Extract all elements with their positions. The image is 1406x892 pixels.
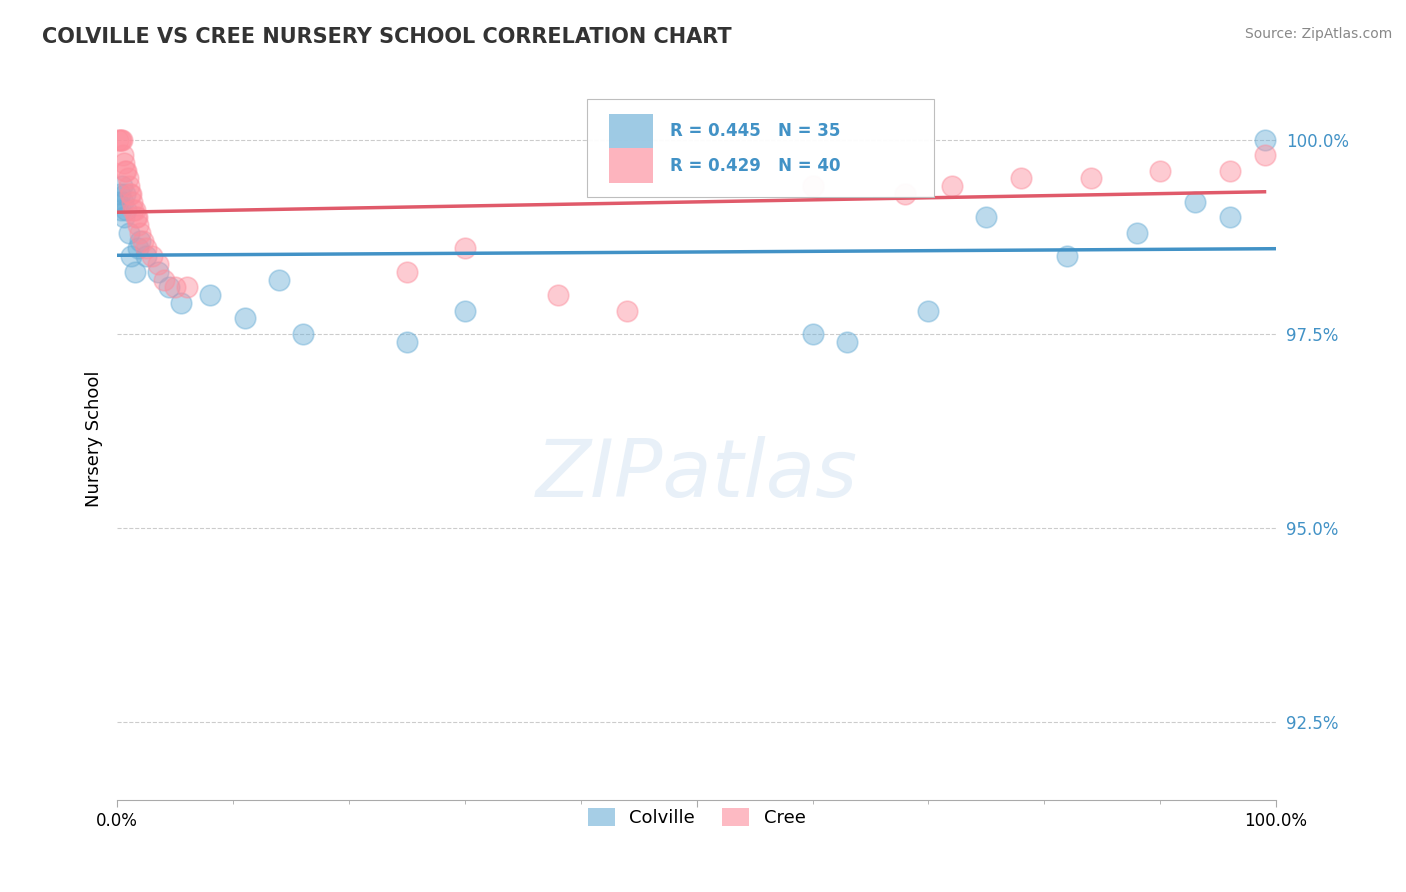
Point <box>454 241 477 255</box>
Point <box>1080 171 1102 186</box>
Point <box>127 218 149 232</box>
Text: R = 0.445   N = 35: R = 0.445 N = 35 <box>671 122 841 140</box>
Point <box>170 295 193 310</box>
Point <box>1219 163 1241 178</box>
Point <box>1010 171 1032 186</box>
Point <box>146 265 169 279</box>
Point <box>395 334 418 349</box>
Point <box>120 249 142 263</box>
Y-axis label: Nursery School: Nursery School <box>86 370 103 507</box>
Point <box>107 194 129 209</box>
Point <box>454 303 477 318</box>
Point <box>118 179 141 194</box>
FancyBboxPatch shape <box>609 113 652 148</box>
Point <box>114 187 136 202</box>
Point <box>1253 148 1275 162</box>
Point <box>976 211 998 225</box>
Point <box>894 187 917 202</box>
Point <box>135 249 157 263</box>
Point <box>111 148 134 162</box>
Point <box>1056 249 1078 263</box>
Point <box>135 241 157 255</box>
Point <box>157 280 180 294</box>
Point <box>547 288 569 302</box>
Point <box>114 163 136 178</box>
Point <box>198 288 221 302</box>
Point <box>131 234 153 248</box>
Point <box>111 133 134 147</box>
Point <box>1126 226 1149 240</box>
Point <box>120 187 142 202</box>
Point <box>395 265 418 279</box>
Point <box>121 194 143 209</box>
Point <box>107 133 129 147</box>
Point <box>124 202 146 217</box>
Point <box>115 163 138 178</box>
Point <box>125 211 148 225</box>
Text: R = 0.429   N = 40: R = 0.429 N = 40 <box>671 157 841 175</box>
Point <box>801 179 824 194</box>
Point <box>146 257 169 271</box>
Point <box>291 326 314 341</box>
Text: Source: ZipAtlas.com: Source: ZipAtlas.com <box>1244 27 1392 41</box>
Point <box>125 211 148 225</box>
Point <box>118 187 141 202</box>
Point <box>1253 133 1275 147</box>
Point <box>112 211 135 225</box>
Point <box>108 187 131 202</box>
Point <box>115 202 138 217</box>
Point <box>122 202 145 217</box>
Point <box>117 171 139 186</box>
Point <box>110 202 132 217</box>
Point <box>616 303 638 318</box>
Point <box>165 280 187 294</box>
Point <box>917 303 939 318</box>
Point <box>941 179 963 194</box>
Point <box>127 241 149 255</box>
Point <box>112 156 135 170</box>
Point <box>152 272 174 286</box>
Point <box>118 226 141 240</box>
Point <box>269 272 291 286</box>
Point <box>111 194 134 209</box>
Point <box>1184 194 1206 209</box>
FancyBboxPatch shape <box>586 99 934 197</box>
Point <box>111 179 134 194</box>
Point <box>176 280 198 294</box>
Point <box>1149 163 1171 178</box>
Point <box>1219 211 1241 225</box>
Point <box>129 226 152 240</box>
Point <box>110 133 132 147</box>
Point <box>233 311 256 326</box>
Point <box>141 249 163 263</box>
Point <box>837 334 859 349</box>
Legend: Colville, Cree: Colville, Cree <box>581 801 813 835</box>
Text: ZIPatlas: ZIPatlas <box>536 436 858 514</box>
Point <box>124 265 146 279</box>
Text: COLVILLE VS CREE NURSERY SCHOOL CORRELATION CHART: COLVILLE VS CREE NURSERY SCHOOL CORRELAT… <box>42 27 731 46</box>
Point <box>801 326 824 341</box>
Point <box>108 133 131 147</box>
Point <box>129 234 152 248</box>
FancyBboxPatch shape <box>609 148 652 183</box>
